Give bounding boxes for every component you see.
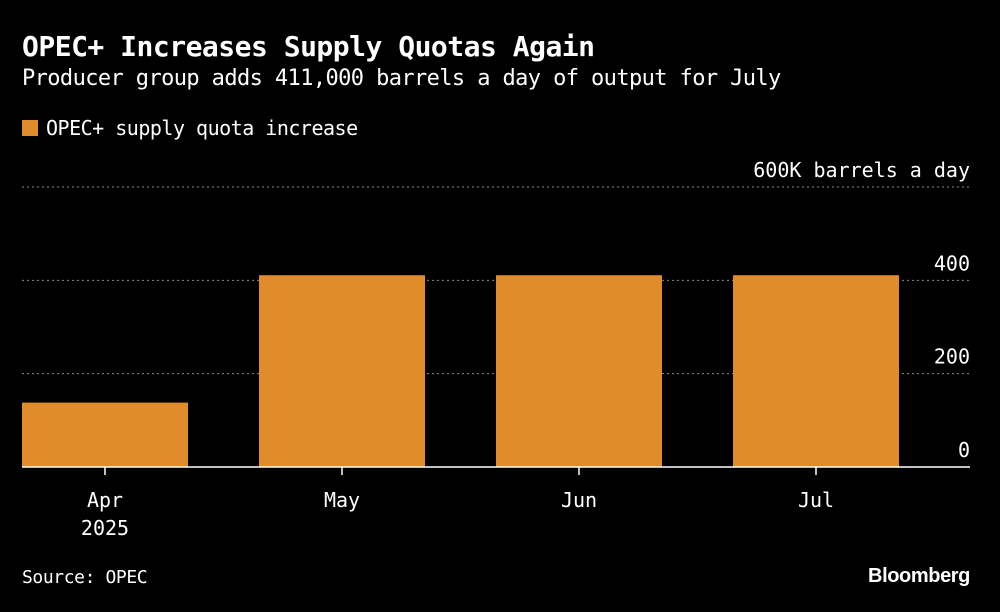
y-tick-label-400: 400 [934,251,970,275]
chart-subtitle: Producer group adds 411,000 barrels a da… [22,66,781,91]
x-tick-label-jun: Jun [561,488,597,512]
x-tick-label-apr: Apr [87,488,123,512]
y-tick-label-600: 600K barrels a day [753,158,970,182]
legend-label: OPEC+ supply quota increase [46,116,358,140]
bloomberg-logo: Bloomberg [868,565,970,587]
source-note: Source: OPEC [22,567,148,588]
chart-title: OPEC+ Increases Supply Quotas Again [22,30,595,63]
x-tick-label-jul: Jul [798,488,834,512]
bar-jul [733,275,899,467]
y-tick-label-200: 200 [934,345,970,369]
legend: OPEC+ supply quota increase [22,116,358,140]
bar-apr [22,402,188,467]
x-tick-label-may: May [324,488,360,512]
y-tick-label-0: 0 [958,438,970,462]
legend-swatch [22,120,38,136]
bar-may [259,275,425,467]
bar-jun [496,275,662,467]
x-tick-sublabel-apr: 2025 [81,516,129,540]
